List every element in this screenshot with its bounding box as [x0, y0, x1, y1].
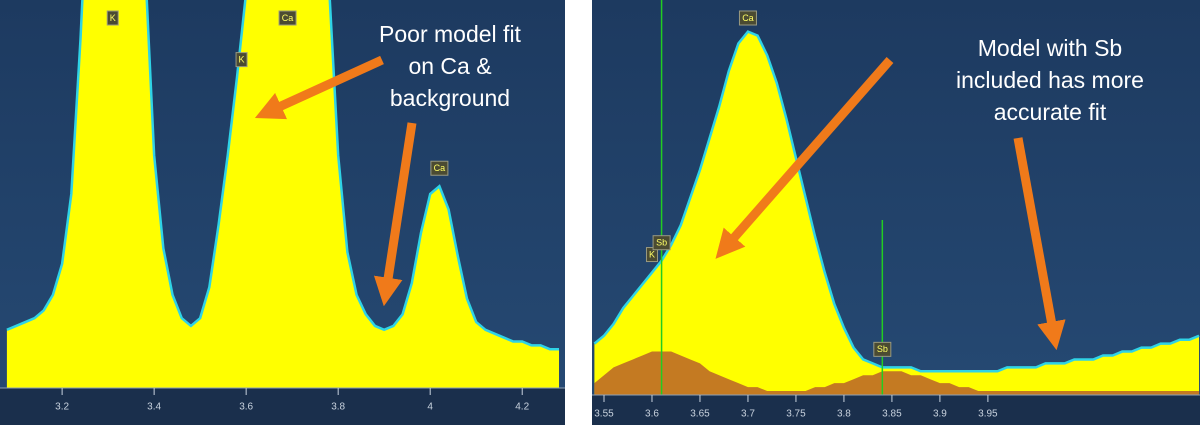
annotation: Model with Sb: [978, 35, 1122, 61]
x-tick-label: 3.85: [882, 409, 902, 420]
peak-label: Ca: [434, 163, 446, 173]
spectrum-area: [594, 31, 1200, 395]
x-tick-label: 3.9: [933, 409, 947, 420]
fit-line: [6, 0, 560, 351]
arrows: [254, 55, 1066, 351]
peak-label-box: [738, 10, 757, 26]
axis-strip: [0, 388, 565, 425]
x-tick-label: 3.7: [741, 409, 755, 420]
peak-label-box: [278, 10, 297, 26]
axis-strip: [592, 395, 1200, 425]
x-tick-label: 3.6: [239, 402, 253, 413]
peak-label: Ca: [282, 13, 294, 23]
arrow: [1013, 137, 1066, 351]
annotation: background: [390, 85, 510, 111]
x-tick-label: 3.2: [55, 402, 69, 413]
annotation: Poor model fit: [379, 21, 522, 47]
annotations: Poor model fit on Ca & background Model wit…: [379, 21, 1144, 125]
annotation: accurate fit: [994, 99, 1107, 125]
x-tick-label: 4.2: [515, 402, 529, 413]
arrow: [254, 55, 384, 120]
x-tick-label: 3.8: [837, 409, 851, 420]
spectrum-area: [6, 0, 560, 388]
x-tick-label: 3.75: [786, 409, 806, 420]
fit-line: [593, 30, 1200, 373]
peak-label: K: [649, 249, 655, 259]
x-tick-label: 3.4: [147, 402, 161, 413]
x-tick-label: 4: [427, 402, 433, 413]
peak-label: Ca: [742, 13, 754, 23]
spectrum-area: [594, 351, 1200, 395]
peak-label-box: [652, 235, 671, 251]
x-tick-label: 3.55: [594, 409, 614, 420]
peak-label-box: [873, 341, 892, 357]
x-tick-label: 3.65: [690, 409, 710, 420]
peak-label-box: [106, 10, 119, 26]
arrow: [715, 57, 894, 259]
peak-label-box: [235, 52, 248, 68]
annotation: included has more: [956, 67, 1144, 93]
peak-label: K: [110, 13, 116, 23]
plot-area: [593, 0, 1200, 395]
x-tick-label: 3.8: [331, 402, 345, 413]
x-tick-label: 3.6: [645, 409, 659, 420]
peak-label-box: [430, 160, 449, 176]
arrow: [373, 122, 417, 307]
peak-label: Sb: [656, 238, 667, 248]
x-tick-label: 3.95: [978, 409, 998, 420]
peak-label: Sb: [877, 344, 888, 354]
peak-label: K: [239, 54, 245, 64]
annotation: on Ca &: [408, 53, 491, 79]
peak-label-box: [645, 247, 658, 263]
plot-area: [6, 0, 560, 388]
